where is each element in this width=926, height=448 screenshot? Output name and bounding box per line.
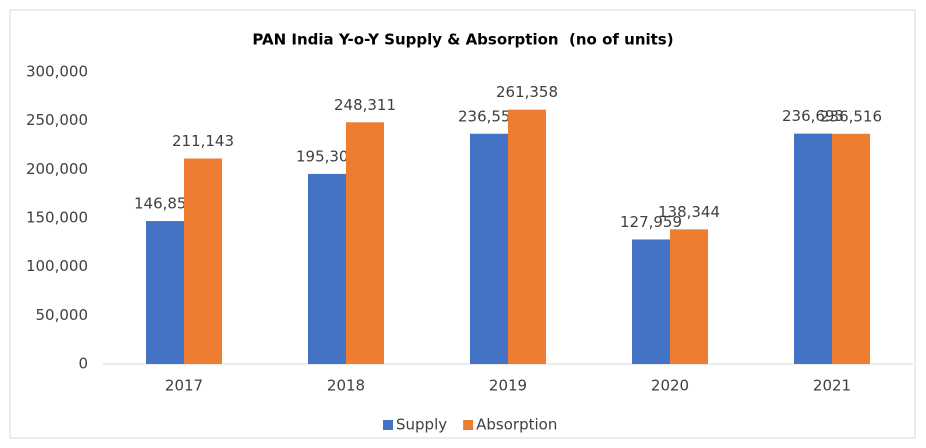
data-label: 211,143 <box>172 132 234 150</box>
bar <box>470 133 508 364</box>
bar <box>308 173 346 364</box>
x-tick-label: 2019 <box>489 377 527 395</box>
y-tick-label: 250,000 <box>26 111 88 129</box>
legend-swatch <box>463 420 474 430</box>
bar <box>184 158 222 364</box>
bar <box>794 133 832 364</box>
chart-title: PAN India Y-o-Y Supply & Absorption (no … <box>252 31 673 49</box>
data-label: 236,516 <box>820 107 882 125</box>
y-tick-label: 150,000 <box>26 209 88 227</box>
legend-label: Absorption <box>476 416 557 434</box>
x-tick-label: 2021 <box>813 377 851 395</box>
bar <box>632 239 670 364</box>
legend-label: Supply <box>396 416 447 434</box>
legend-swatch <box>383 420 393 430</box>
data-label: 236,693 <box>782 107 844 125</box>
x-tick-label: 2017 <box>165 377 203 395</box>
x-tick-label: 2018 <box>327 377 365 395</box>
data-label: 195,302 <box>296 147 358 165</box>
y-tick-label: 200,000 <box>26 160 88 178</box>
data-label: 146,856 <box>134 195 196 213</box>
data-label: 261,358 <box>496 83 558 101</box>
chart-border <box>9 9 916 439</box>
bar <box>146 221 184 364</box>
data-label: 138,344 <box>658 203 720 221</box>
x-tick-label: 2020 <box>651 377 689 395</box>
bar <box>832 133 870 364</box>
y-tick-label: 0 <box>78 355 88 373</box>
bar <box>508 109 546 365</box>
y-tick-label: 100,000 <box>26 257 88 275</box>
y-tick-label: 50,000 <box>36 306 89 324</box>
data-label: 248,311 <box>334 96 396 114</box>
bar <box>346 122 384 364</box>
y-tick-label: 300,000 <box>26 63 88 81</box>
data-label: 127,959 <box>620 213 682 231</box>
bar <box>670 229 708 364</box>
data-label: 236,557 <box>458 107 520 125</box>
